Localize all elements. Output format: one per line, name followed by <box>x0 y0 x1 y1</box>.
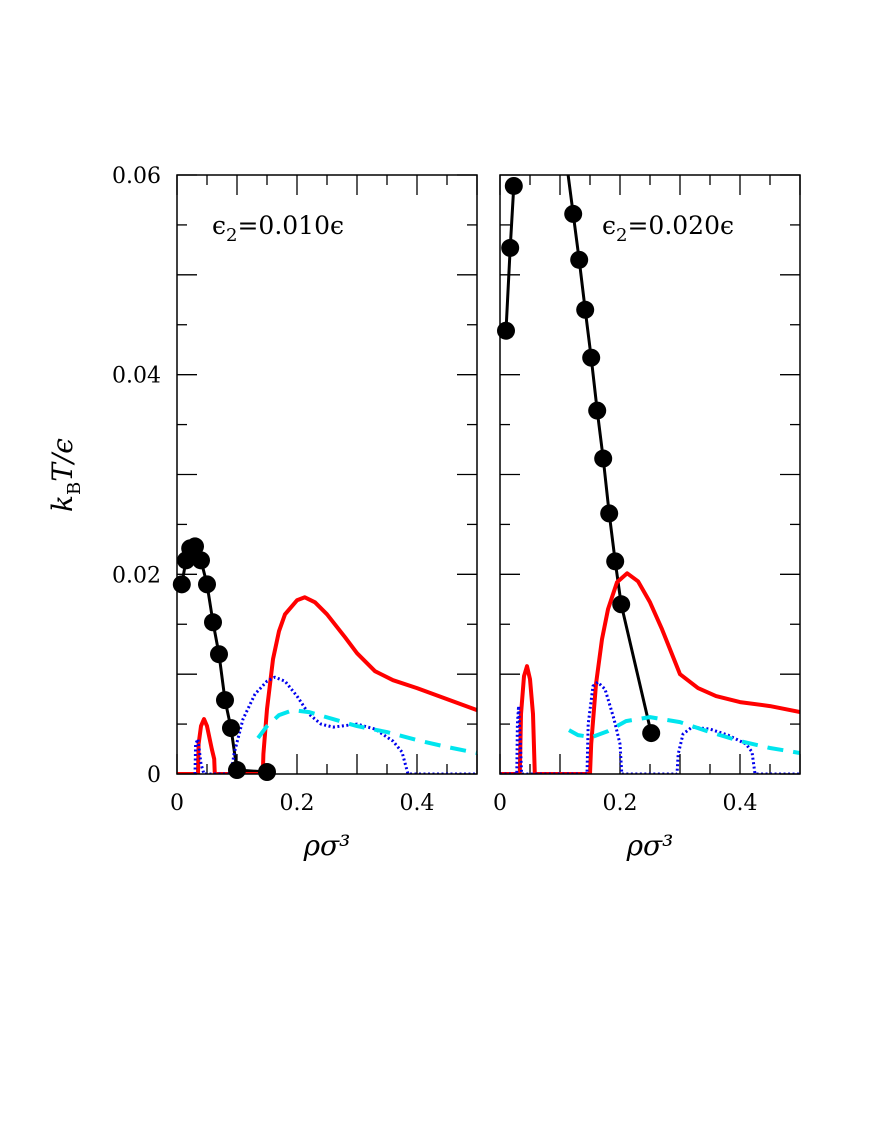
data-point <box>588 401 607 420</box>
annotation-left: ϵ2=0.010ϵ <box>212 211 344 246</box>
data-point <box>642 724 661 743</box>
annotation-right: ϵ2=0.020ϵ <box>602 211 734 246</box>
data-point <box>192 551 210 570</box>
y-tick-label: 0 <box>147 763 161 788</box>
data-point <box>210 645 228 664</box>
series-line-dashed <box>256 708 477 755</box>
series-line-dashed <box>568 715 800 755</box>
data-point <box>612 595 631 614</box>
x-axis-label-left: ρσ³ <box>303 829 351 862</box>
x-axis-label-right: ρσ³ <box>626 829 674 862</box>
series-line-black-line-markers <box>504 185 516 331</box>
data-point <box>570 250 589 269</box>
y-tick-label: 0.02 <box>112 563 161 588</box>
data-point <box>594 449 613 468</box>
right-panel: 0 0.2 0.4 <box>493 174 801 816</box>
series-line-solid <box>500 571 800 774</box>
x-tick-label: 0.2 <box>280 791 315 816</box>
data-point <box>600 504 619 523</box>
data-point <box>606 552 625 571</box>
data-point <box>216 691 234 710</box>
data-point <box>504 176 523 195</box>
data-point <box>228 761 246 780</box>
y-tick-label: 0.06 <box>112 164 161 189</box>
plot-frame <box>176 174 478 775</box>
x-tick-label: 0 <box>493 791 507 816</box>
y-tick-label: 0.04 <box>112 364 161 389</box>
data-point <box>501 238 520 257</box>
series-line-solid <box>177 595 477 774</box>
y-axis-label: kBT/ϵ <box>46 438 85 512</box>
data-point <box>186 537 204 556</box>
data-point <box>564 204 583 223</box>
x-tick-label: 0.2 <box>603 791 638 816</box>
data-point <box>222 719 240 738</box>
data-point <box>204 613 222 632</box>
data-point <box>198 575 216 594</box>
data-point <box>582 348 601 367</box>
left-panel: 0 0.2 0.4 0 0.02 0.04 0.06 <box>112 164 478 816</box>
data-point <box>172 575 191 594</box>
x-tick-label: 0 <box>170 791 184 816</box>
data-point <box>497 321 515 340</box>
x-tick-label: 0.4 <box>400 791 435 816</box>
plot-frame <box>499 174 801 775</box>
data-point <box>576 300 595 319</box>
data-point <box>258 763 276 782</box>
x-tick-label: 0.4 <box>723 791 758 816</box>
